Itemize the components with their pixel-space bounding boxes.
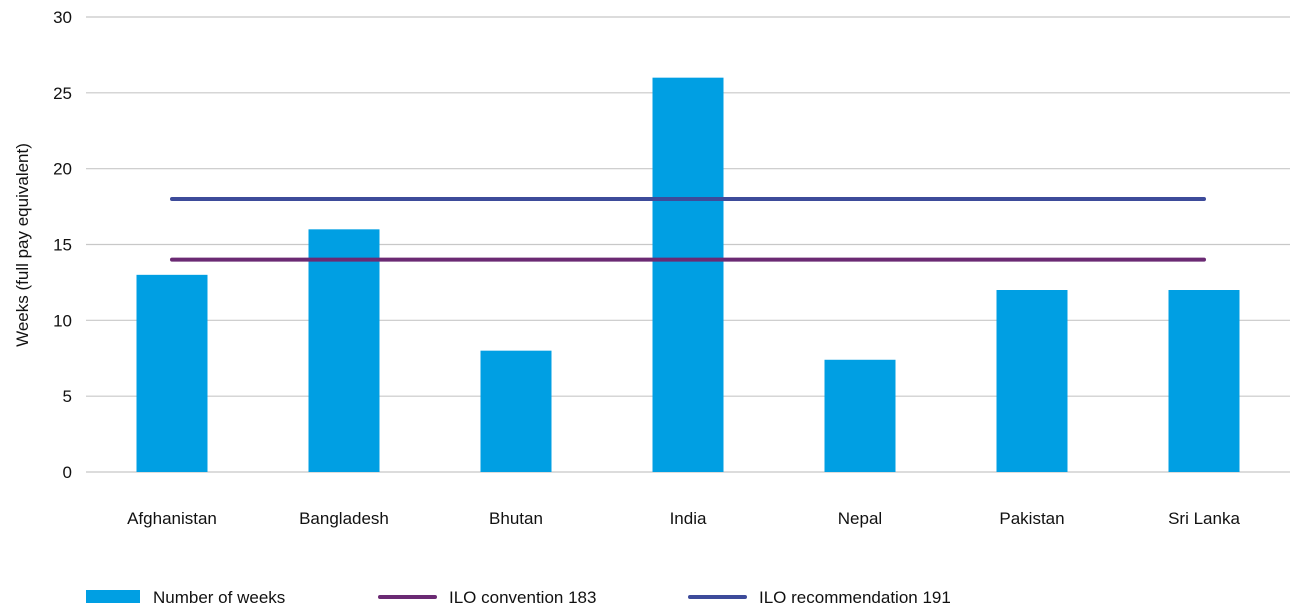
y-tick-label: 15 (53, 236, 72, 255)
y-tick-label: 30 (53, 8, 72, 27)
legend-label-number-of-weeks: Number of weeks (153, 588, 285, 603)
bar-india (652, 77, 724, 473)
x-tick-label: Bhutan (489, 509, 543, 528)
y-tick-label: 10 (53, 311, 72, 330)
bar-pakistan (996, 290, 1068, 472)
bar-nepal (824, 359, 896, 472)
y-tick-label: 20 (53, 160, 72, 179)
x-tick-label: Sri Lanka (1168, 509, 1240, 528)
x-tick-labels: Afghanistan Bangladesh Bhutan India Nepal Pak… (127, 509, 1240, 528)
x-tick-label: Nepal (838, 509, 882, 528)
legend-label-ilo-recommendation-191: ILO recommendation 191 (759, 588, 951, 603)
y-tick-label: 5 (63, 387, 72, 406)
y-axis-title: Weeks (full pay equivalent) (13, 143, 32, 347)
bar-afghanistan (136, 274, 208, 472)
bar-sri-lanka (1168, 290, 1240, 472)
y-tick-label: 25 (53, 84, 72, 103)
bar-bangladesh (308, 229, 380, 472)
y-tick-labels: 0 5 10 15 20 25 30 (53, 8, 72, 482)
y-tick-label: 0 (63, 463, 72, 482)
legend-swatch-bar (86, 590, 140, 603)
x-tick-label: Pakistan (999, 509, 1064, 528)
x-tick-label: Afghanistan (127, 509, 217, 528)
bar-bhutan (480, 350, 552, 472)
bars (136, 77, 1240, 473)
x-tick-label: India (670, 509, 707, 528)
legend-label-ilo-convention-183: ILO convention 183 (449, 588, 596, 603)
x-tick-label: Bangladesh (299, 509, 389, 528)
legend: Number of weeks ILO convention 183 ILO r… (86, 588, 951, 603)
reference-lines (170, 197, 1206, 262)
